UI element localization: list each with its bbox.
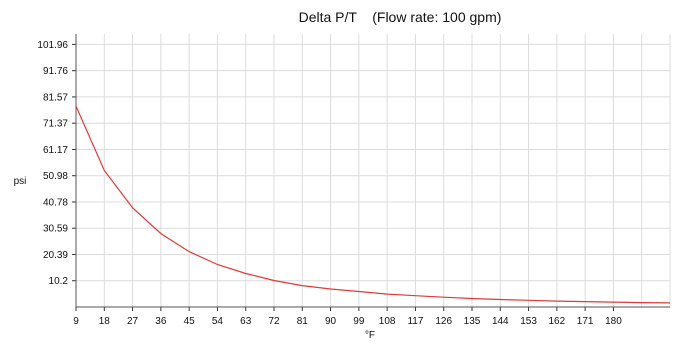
y-tick-labels: 10.2 20.39 30.59 40.78 50.98 61.17 71.37 81.57 9… <box>37 40 68 287</box>
x-tick-label: 171 <box>577 316 594 327</box>
x-tick-label: 81 <box>297 316 309 327</box>
x-tick-label: 90 <box>325 316 337 327</box>
x-tick-label: 126 <box>435 316 452 327</box>
series-line <box>76 106 670 303</box>
x-tick-label: 9 <box>73 316 79 327</box>
x-tick-label: 135 <box>464 316 481 327</box>
x-tick-label: 45 <box>184 316 196 327</box>
y-tick-label: 71.37 <box>43 119 68 130</box>
y-tick-label: 10.2 <box>49 276 69 287</box>
y-tick-label: 81.57 <box>43 92 68 103</box>
x-tick-label: 54 <box>212 316 224 327</box>
x-tick-label: 72 <box>268 316 280 327</box>
y-tick-label: 30.59 <box>43 224 68 235</box>
x-tick-label: 18 <box>99 316 111 327</box>
x-tick-label: 108 <box>379 316 396 327</box>
y-tick-label: 61.17 <box>43 145 68 156</box>
axes-layer <box>72 34 670 311</box>
x-tick-label: 144 <box>492 316 509 327</box>
y-axis-title: psi <box>14 176 27 187</box>
y-tick-label: 101.96 <box>37 40 68 51</box>
y-tick-label: 40.78 <box>43 197 68 208</box>
x-tick-label: 63 <box>240 316 252 327</box>
y-tick-label: 50.98 <box>43 171 68 182</box>
x-tick-labels: 9 18 27 36 45 54 63 72 81 90 99 108 117 126 135 144 153 1… <box>73 316 622 327</box>
y-tick-label: 91.76 <box>43 66 68 77</box>
x-axis-title: °F <box>365 330 375 341</box>
y-tick-label: 20.39 <box>43 250 68 261</box>
grid-layer <box>76 34 670 307</box>
x-tick-label: 162 <box>549 316 566 327</box>
x-tick-label: 153 <box>520 316 537 327</box>
x-tick-label: 99 <box>353 316 365 327</box>
x-tick-label: 27 <box>127 316 139 327</box>
series-layer <box>76 106 670 303</box>
x-tick-label: 117 <box>407 316 423 327</box>
x-tick-label: 180 <box>605 316 622 327</box>
chart-title: Delta P/T (Flow rate: 100 gpm) <box>299 9 502 25</box>
x-tick-label: 36 <box>155 316 167 327</box>
